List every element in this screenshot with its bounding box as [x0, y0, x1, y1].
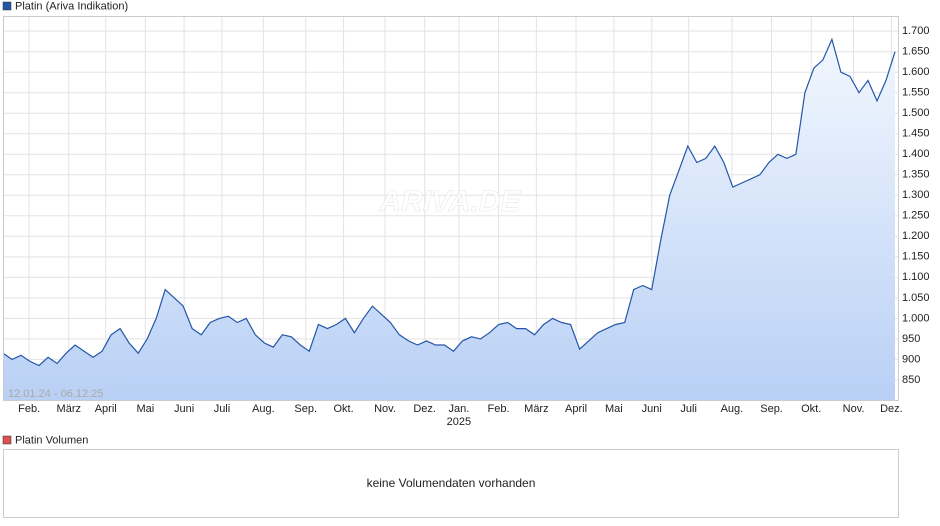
x-tick-label: Juni — [174, 403, 194, 415]
y-tick-label: 1.050 — [902, 292, 930, 304]
x-tick-label: Okt. — [333, 403, 353, 415]
x-tick-label: Okt. — [801, 403, 821, 415]
x-tick-label: Mai — [136, 403, 154, 415]
legend-swatch — [2, 1, 12, 11]
y-tick-label: 1.250 — [902, 210, 930, 222]
y-tick-label: 1.450 — [902, 128, 930, 140]
x-tick-label: Juli — [680, 403, 697, 415]
axes: 850 900 950 1.000 1.050 1.100 1.150 1.200 1.250 1… — [18, 25, 929, 428]
y-tick-label: 1.200 — [902, 230, 930, 242]
y-tick-label: 900 — [902, 353, 920, 365]
date-range: 12.01.24 - 06.12.25 — [8, 388, 103, 400]
x-tick-label: April — [565, 403, 587, 415]
x-tick-label: Dez. — [413, 403, 436, 415]
y-tick-label: 950 — [902, 333, 920, 345]
volume-message: keine Volumendaten vorhanden — [367, 476, 536, 490]
y-tick-label: 1.100 — [902, 271, 930, 283]
x-tick-label: Feb. — [488, 403, 510, 415]
x-tick-label: Aug. — [721, 403, 744, 415]
area — [3, 39, 895, 401]
x-tick-label: Aug. — [252, 403, 275, 415]
x-tick-label: Mai — [605, 403, 623, 415]
legend-swatch — [2, 435, 12, 445]
x-tick-label: Nov. — [843, 403, 865, 415]
y-tick-label: 1.350 — [902, 169, 930, 181]
x-tick-label: Sep. — [760, 403, 783, 415]
plot-frame — [3, 16, 899, 401]
legend-label: Platin (Ariva Indikation) — [15, 0, 128, 12]
x-tick-label: Sep. — [294, 403, 317, 415]
y-tick-label: 1.400 — [902, 148, 930, 160]
line — [2, 37, 896, 367]
y-tick-label: 1.600 — [902, 66, 930, 78]
x-tick-label: Nov. — [374, 403, 396, 415]
x-tick-label: April — [95, 403, 117, 415]
y-tick-label: 1.150 — [902, 251, 930, 263]
volume-frame — [3, 449, 899, 518]
x-tick-label: Dez. — [880, 403, 903, 415]
x-tick-label: Juli — [214, 403, 231, 415]
watermark: ARIVA.DE — [378, 185, 521, 218]
y-tick-label: 1.300 — [902, 189, 930, 201]
x-tick-label: März — [524, 403, 548, 415]
plot — [2, 37, 896, 401]
y-tick-label: 1.550 — [902, 87, 930, 99]
y-tick-label: 850 — [902, 374, 920, 386]
y-tick-label: 1.700 — [902, 25, 930, 37]
volume-title: Platin Volumen — [15, 434, 88, 446]
x-tick-label: März — [57, 403, 81, 415]
year-label: 2025 — [447, 416, 471, 428]
y-tick-label: 1.000 — [902, 312, 930, 324]
x-tick-label: Jan. — [449, 403, 470, 415]
y-tick-label: 1.650 — [902, 46, 930, 58]
x-tick-label: Juni — [642, 403, 662, 415]
y-tick-label: 1.500 — [902, 107, 930, 119]
x-tick-label: Feb. — [18, 403, 40, 415]
